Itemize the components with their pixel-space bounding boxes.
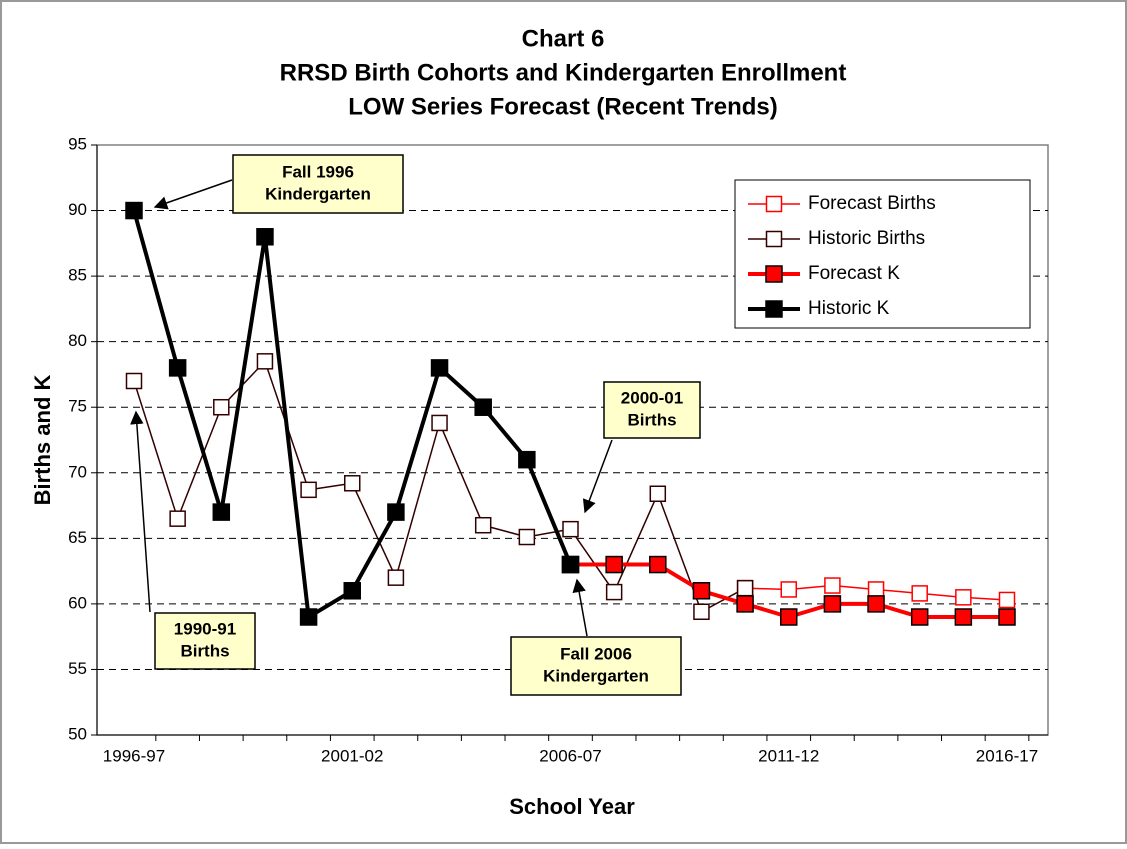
point	[561, 555, 580, 574]
y-tick-label: 65	[68, 528, 87, 547]
point	[605, 583, 623, 601]
point	[518, 528, 536, 546]
annotation-text: Births	[180, 641, 229, 660]
y-tick-label: 55	[68, 659, 87, 678]
point	[649, 485, 667, 503]
point	[387, 569, 405, 586]
annotation-box	[510, 636, 682, 696]
legend-label: Forecast Births	[808, 193, 936, 214]
point	[649, 555, 667, 574]
point	[431, 414, 448, 432]
point	[605, 555, 623, 574]
point	[125, 372, 143, 390]
point	[824, 577, 841, 594]
annotation-text: Kindergarten	[543, 666, 649, 685]
legend-label: Historic Births	[808, 228, 925, 249]
point	[998, 608, 1016, 626]
point	[780, 581, 797, 598]
point	[299, 608, 318, 626]
chart-title: Chart 6	[522, 25, 605, 52]
point	[562, 520, 579, 538]
annotation-arrow	[572, 578, 588, 637]
point	[867, 595, 885, 613]
point	[518, 450, 536, 469]
point	[474, 516, 492, 534]
annotation-arrow	[130, 410, 151, 613]
annotation-text: Fall 1996	[282, 162, 354, 181]
annotation-box	[232, 154, 404, 214]
x-tick-label: 2001-02	[321, 746, 383, 765]
chart-title: LOW Series Forecast (Recent Trends)	[348, 93, 777, 120]
point	[169, 510, 186, 527]
x-tick-label: 2016-17	[976, 746, 1038, 765]
point	[693, 603, 710, 621]
y-tick-label: 80	[68, 331, 87, 350]
x-tick-label: 2006-07	[539, 746, 601, 765]
annotation-box	[603, 381, 701, 439]
x-axis-title: School Year	[509, 794, 635, 819]
point	[998, 591, 1016, 609]
point	[344, 475, 361, 492]
point	[212, 503, 231, 521]
annotation-arrow	[582, 439, 613, 514]
annotation-text: Fall 2006	[560, 644, 632, 663]
point	[823, 595, 842, 613]
point	[430, 359, 449, 377]
legend-label: Forecast K	[808, 263, 900, 284]
y-tick-label: 70	[68, 462, 87, 481]
x-tick-label: 2011-12	[758, 746, 819, 765]
x-tick-label: 1996-97	[103, 746, 165, 765]
legend-marker	[765, 300, 783, 318]
point	[736, 595, 754, 613]
y-axis-title: Births and K	[30, 375, 55, 506]
legend-label: Historic K	[808, 298, 890, 319]
point	[867, 581, 885, 598]
point	[954, 608, 973, 626]
legend-marker	[765, 230, 783, 248]
annotation-text: 2000-01	[621, 388, 683, 407]
annotation-text: 1990-91	[174, 619, 236, 638]
y-tick-label: 95	[68, 134, 87, 153]
legend-marker	[765, 265, 783, 283]
point	[955, 589, 972, 606]
y-tick-label: 90	[68, 200, 87, 219]
point	[692, 582, 711, 600]
annotation-arrow	[153, 179, 233, 210]
point	[125, 201, 143, 220]
point	[780, 608, 798, 626]
point	[343, 582, 361, 600]
annotation-text: Kindergarten	[265, 184, 371, 203]
point	[911, 585, 928, 602]
legend-marker	[765, 195, 783, 213]
point	[474, 398, 492, 416]
y-tick-label: 85	[68, 266, 87, 285]
point	[387, 503, 405, 521]
point	[736, 579, 754, 597]
y-tick-label: 60	[68, 593, 87, 612]
point	[256, 353, 274, 370]
point	[300, 481, 317, 499]
y-tick-label: 75	[68, 397, 87, 416]
chart-title: RRSD Birth Cohorts and Kindergarten Enro…	[280, 59, 847, 86]
point	[213, 398, 230, 416]
y-tick-label: 50	[68, 724, 87, 743]
point	[910, 608, 929, 626]
point	[256, 228, 274, 246]
annotation-text: Births	[627, 410, 676, 429]
point	[168, 359, 187, 377]
annotation-box	[154, 612, 256, 670]
